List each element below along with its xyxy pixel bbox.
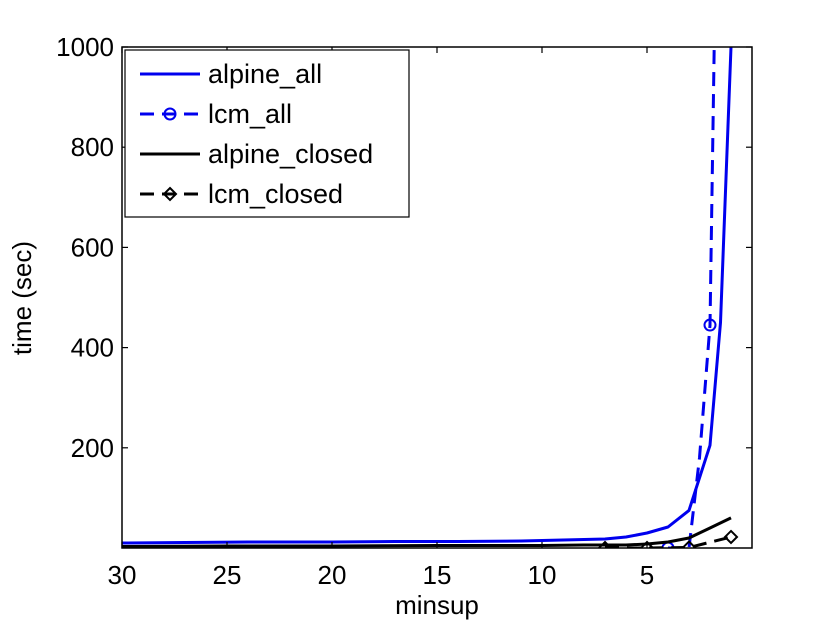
legend-entry-lcm_all: lcm_all xyxy=(140,99,292,129)
x-tick-label: 20 xyxy=(318,560,347,590)
series-layer xyxy=(122,47,739,548)
legend-label: alpine_all xyxy=(208,59,322,89)
y-tick-label: 600 xyxy=(71,232,114,262)
legend-label: lcm_closed xyxy=(208,179,343,209)
ticks-layer: 30 25 20 15 10 5 200 400 600 800 1000 xyxy=(56,32,752,590)
series-alpine_all xyxy=(122,47,733,545)
data-point-lcm_closed xyxy=(597,540,613,548)
series-line-lcm_all xyxy=(668,47,716,548)
y-axis-title: time (sec) xyxy=(7,241,37,355)
y-tick-label: 1000 xyxy=(56,32,114,62)
legend-marker xyxy=(163,107,177,121)
legend-entry-alpine_all: alpine_all xyxy=(140,59,322,89)
legend-label: alpine_closed xyxy=(208,139,373,169)
x-tick-label: 25 xyxy=(213,560,242,590)
series-line-alpine_closed xyxy=(122,516,732,548)
x-tick-label: 30 xyxy=(108,560,137,590)
y-tick-label: 200 xyxy=(71,433,114,463)
legend-entry-lcm_closed: lcm_closed xyxy=(140,179,343,209)
data-point-lcm_closed xyxy=(639,540,655,548)
x-axis-title: minsup xyxy=(395,590,479,620)
data-point-lcm_all xyxy=(703,318,717,332)
series-alpine_closed xyxy=(122,516,732,548)
x-tick-label: 15 xyxy=(423,560,452,590)
legend-entries: alpine_all lcm_all alpine_closed lcm_closed xyxy=(140,59,373,209)
data-point-lcm_closed xyxy=(681,540,697,548)
legend-label: lcm_all xyxy=(208,99,292,129)
y-tick-label: 800 xyxy=(71,132,114,162)
x-tick-label: 5 xyxy=(640,560,654,590)
legend: alpine_all lcm_all alpine_closed lcm_closed xyxy=(124,49,410,218)
legend-entry-alpine_closed: alpine_closed xyxy=(140,139,373,169)
legend-marker xyxy=(162,186,178,202)
series-lcm_closed xyxy=(597,529,739,548)
x-tick-label: 10 xyxy=(528,560,557,590)
series-line-alpine_all xyxy=(122,47,733,545)
y-tick-label: 400 xyxy=(71,333,114,363)
data-point-lcm_closed xyxy=(723,529,739,545)
